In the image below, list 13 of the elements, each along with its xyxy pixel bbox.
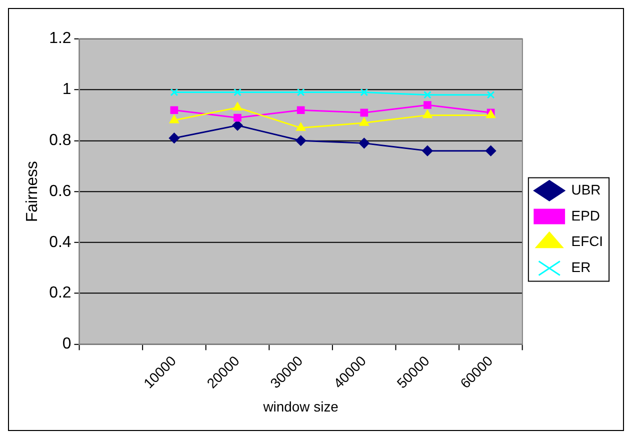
legend-label: EPD: [571, 207, 600, 224]
x-axis-title: window size: [262, 398, 339, 415]
y-tick-label: 0: [62, 336, 72, 353]
y-tick-label: 0.6: [49, 182, 72, 200]
y-tick-label: 1: [62, 81, 72, 98]
y-axis-title: Fairness: [24, 160, 41, 222]
legend-label: EFCI: [571, 233, 604, 250]
y-tick-label: 0.2: [49, 284, 72, 302]
legend-label: UBR: [571, 181, 601, 198]
y-tick-label: 0.4: [49, 234, 72, 251]
y-tick-label: 0.8: [49, 132, 72, 150]
legend-label: ER: [571, 259, 591, 276]
y-tick-label: 1.2: [49, 30, 72, 48]
